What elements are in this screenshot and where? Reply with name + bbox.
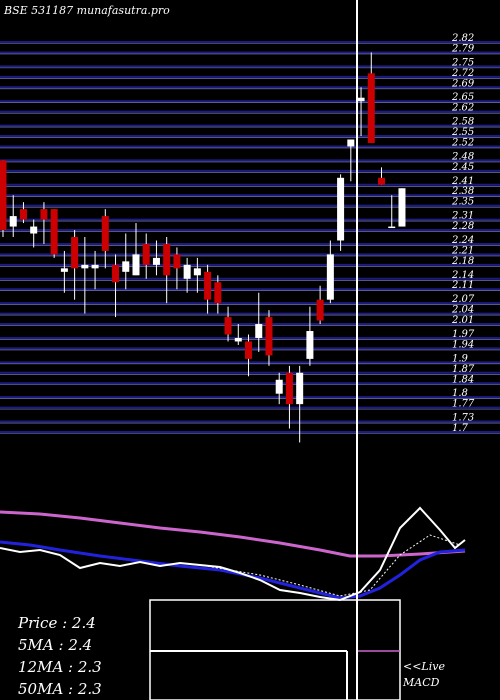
candle-body: [255, 324, 263, 338]
info-text: 50MA : 2.3: [18, 680, 102, 698]
info-text: 12MA : 2.3: [18, 658, 102, 676]
y-tick-label: 1.8: [452, 388, 468, 399]
y-tick-label: 2.31: [451, 211, 474, 222]
y-tick-label: 2.38: [451, 186, 474, 197]
y-tick-label: 2.79: [451, 43, 475, 54]
y-tick-label: 1.7: [452, 423, 469, 434]
candle-body: [214, 282, 222, 304]
signal-line: [0, 506, 466, 602]
candle-body: [275, 379, 283, 394]
candle-body: [306, 331, 314, 359]
candle-body: [245, 341, 253, 359]
y-tick-label: 1.97: [452, 329, 475, 340]
y-tick-label: 2.21: [451, 245, 474, 256]
candle-body: [9, 216, 17, 227]
y-tick-label: 2.01: [451, 315, 474, 326]
indicator-label: MACD: [402, 676, 440, 689]
candle-body: [367, 73, 375, 143]
y-tick-label: 2.24: [451, 235, 474, 246]
y-tick-label: 2.65: [451, 92, 474, 103]
y-tick-label: 1.87: [452, 364, 475, 375]
y-tick-label: 2.55: [451, 127, 474, 138]
y-tick-label: 2.07: [451, 294, 475, 305]
candle-body: [122, 261, 130, 272]
candle-body: [204, 271, 212, 300]
y-tick-label: 2.14: [451, 270, 474, 281]
y-tick-label: 2.62: [451, 103, 474, 114]
candle-body: [357, 97, 365, 102]
signal-line: [199, 534, 461, 597]
candle-body: [91, 264, 99, 269]
y-tick-label: 2.41: [451, 176, 474, 187]
y-tick-label: 2.52: [451, 137, 474, 148]
candle-body: [19, 209, 27, 220]
candle-body: [142, 243, 150, 265]
candle-body: [173, 254, 181, 269]
candle-body: [30, 226, 38, 234]
y-tick-label: 2.58: [451, 117, 474, 128]
annotations: Price : 2.4 5MA : 2.4 12MA : 2.3 50MA : 2.3: [17, 614, 102, 698]
y-tick-label: 2.48: [451, 151, 474, 162]
candle-body: [183, 264, 191, 279]
candle-body: [378, 177, 386, 185]
y-tick-label: 2.69: [451, 78, 475, 89]
y-tick-label: 1.94: [452, 339, 474, 350]
candle-body: [398, 188, 406, 227]
y-tick-label: 2.28: [451, 221, 474, 232]
y-tick-label: 2.45: [451, 162, 474, 173]
info-text: Price : 2.4: [17, 614, 96, 632]
candle-body: [224, 317, 232, 335]
candle-body: [132, 254, 140, 276]
y-tick-label: 1.9: [452, 353, 469, 364]
ma-line: [0, 510, 466, 558]
candle-body: [81, 264, 89, 269]
candle-body: [152, 257, 160, 265]
candle-body: [0, 160, 7, 231]
candle-body: [265, 317, 273, 356]
y-tick-label: 2.82: [451, 33, 474, 44]
candle-body: [316, 299, 324, 321]
y-tick-label: 2.11: [451, 280, 474, 291]
y-tick-label: 2.18: [451, 256, 474, 267]
candle-body: [101, 216, 109, 251]
live-label: <<Live: [403, 660, 445, 673]
grid: 2.822.79 2.752.722.69 2.652.62 2.582.552.52…: [0, 33, 500, 434]
y-tick-label: 1.73: [452, 413, 474, 424]
y-tick-label: 2.04: [451, 305, 474, 316]
candle-body: [50, 209, 58, 255]
candle-body: [234, 337, 242, 342]
y-tick-label: 1.77: [452, 399, 475, 410]
candle-body: [296, 372, 304, 405]
candle-body: [388, 226, 396, 229]
candle-body: [71, 237, 79, 269]
candle-body: [347, 139, 355, 147]
candle-body: [193, 268, 201, 276]
y-tick-label: 2.72: [451, 68, 474, 79]
candle-body: [40, 209, 48, 220]
candle-body: [285, 372, 293, 405]
y-tick-label: 2.75: [451, 57, 474, 68]
candle-body: [163, 243, 171, 276]
candle-body: [326, 254, 334, 300]
y-tick-label: 1.84: [452, 374, 474, 385]
y-tick-label: 2.35: [451, 197, 474, 208]
macd-line: [0, 540, 466, 600]
candle-body: [112, 264, 120, 283]
candle-body: [337, 177, 345, 241]
candle-body: [60, 268, 68, 272]
chart-title: BSE 531187 munafasutra.pro: [3, 4, 170, 17]
info-text: 5MA : 2.4: [18, 636, 92, 654]
